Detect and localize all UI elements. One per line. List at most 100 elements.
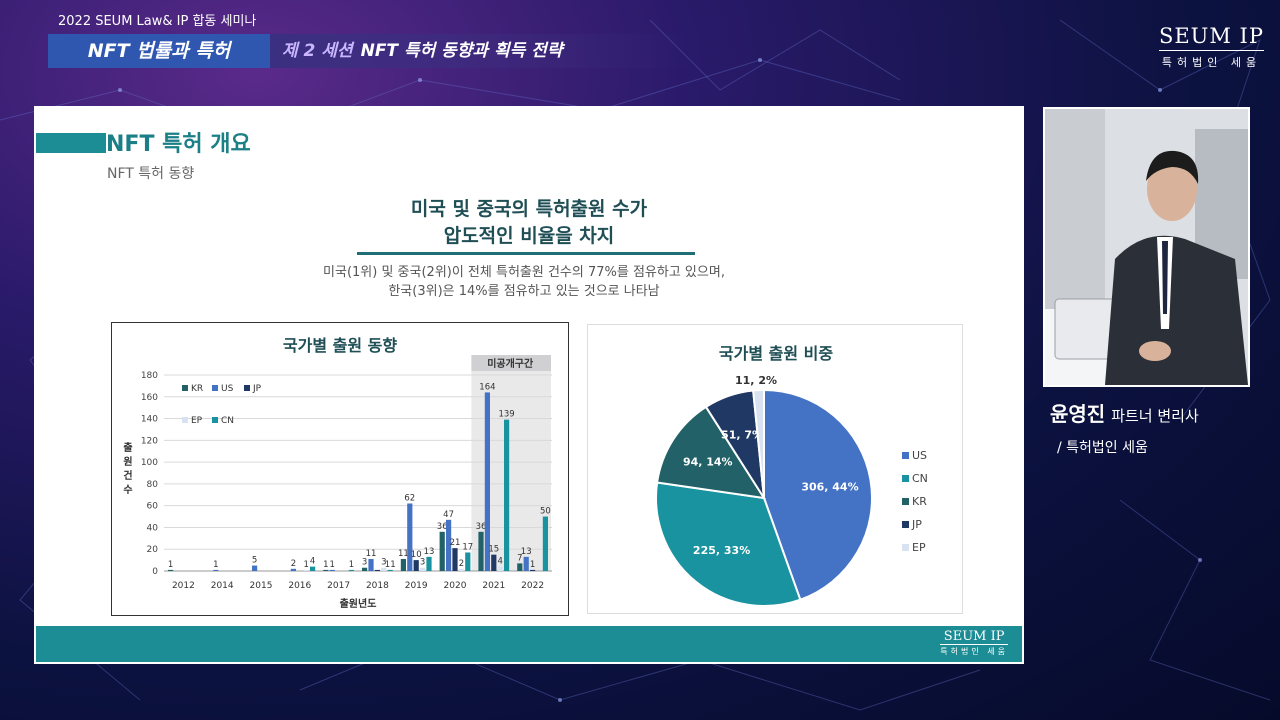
speaker-firm: / 특허법인 세움 xyxy=(1057,440,1148,456)
legend-swatch-kr xyxy=(182,385,188,391)
y-tick-label: 160 xyxy=(141,393,158,403)
bar-data-label: 13 xyxy=(521,547,532,557)
pie-data-label-cn: 225, 33% xyxy=(693,544,750,557)
bar-data-label: 11 xyxy=(366,549,377,559)
bar-data-label: 11 xyxy=(385,560,396,570)
bar-data-label: 13 xyxy=(424,547,435,557)
x-tick-label: 2017 xyxy=(327,581,350,591)
bar-cn xyxy=(504,419,510,571)
y-tick-label: 120 xyxy=(141,436,158,446)
bar-data-label: 21 xyxy=(450,538,461,548)
y-tick-label: 0 xyxy=(152,567,158,577)
bar-data-label: 1 xyxy=(530,560,535,570)
speaker-name-tag: 윤영진 파트너 변리사 xyxy=(1050,398,1199,427)
bar-cn xyxy=(542,516,548,571)
bar-cn xyxy=(310,566,316,571)
bar-us xyxy=(484,392,490,571)
bar-data-label: 1 xyxy=(329,560,334,570)
bar-data-label: 1 xyxy=(323,560,328,570)
bar-data-label: 47 xyxy=(443,510,454,520)
bar-kr xyxy=(400,559,406,571)
bar-data-label: 3 xyxy=(420,558,425,568)
bar-data-label: 139 xyxy=(498,410,514,420)
bar-us xyxy=(523,556,529,571)
x-tick-label: 2021 xyxy=(482,581,505,591)
bar-jp xyxy=(452,548,458,571)
pie-data-label-kr: 94, 14% xyxy=(683,456,733,469)
bar-us xyxy=(368,559,374,571)
legend-label-cn: CN xyxy=(912,472,928,485)
bar-data-label: 11 xyxy=(398,549,409,559)
bar-jp xyxy=(491,554,497,571)
x-tick-label: 2015 xyxy=(250,581,273,591)
legend-label-jp: JP xyxy=(252,384,262,394)
bar-data-label: 1 xyxy=(303,560,308,570)
legend-swatch-ep xyxy=(182,417,188,423)
bar-kr xyxy=(439,531,445,571)
speaker-video xyxy=(1043,107,1250,387)
legend-swatch-us xyxy=(902,452,909,459)
bar-data-label: 164 xyxy=(479,382,495,392)
speaker-role: 파트너 변리사 xyxy=(1111,407,1199,425)
x-tick-label: 2019 xyxy=(405,581,428,591)
legend-swatch-ep xyxy=(902,544,909,551)
seminar-title: NFT 법률과 특허 xyxy=(48,34,270,68)
bar-data-label: 36 xyxy=(476,522,487,532)
pie-data-label-ep: 11, 2% xyxy=(735,374,777,387)
x-tick-label: 2016 xyxy=(288,581,311,591)
bar-us xyxy=(446,519,452,571)
legend-label-kr: KR xyxy=(191,384,203,394)
pie-slice-us xyxy=(763,388,873,601)
session-number: 제 2 세션 xyxy=(282,41,353,61)
pie-chart-panel: 국가별 출원 비중 306, 44% 225, 33% 94, 14% 51, 7% 11… xyxy=(587,324,963,614)
bar-us xyxy=(290,568,296,571)
bar-data-label: 2 xyxy=(291,559,296,569)
bar-jp xyxy=(530,569,536,571)
presentation-slide: NFT 특허 개요 NFT 특허 동향 미국 및 중국의 특허출원 수가 압도적… xyxy=(34,106,1024,664)
headline-line-2: 압도적인 비율을 차지 xyxy=(443,225,615,247)
bar-kr xyxy=(362,567,368,571)
brand-subtitle: 특허법인 세움 xyxy=(1161,56,1262,69)
pie-slice-cn xyxy=(655,481,802,607)
bar-ep xyxy=(420,567,426,571)
pie-data-label-jp: 51, 7% xyxy=(721,429,763,442)
bar-ep xyxy=(497,566,503,571)
event-title: 2022 SEUM Law& IP 합동 세미나 xyxy=(58,14,257,29)
unpublished-zone xyxy=(471,355,551,571)
bar-cn xyxy=(426,556,432,571)
speaker-photo xyxy=(1045,109,1248,385)
bar-us xyxy=(252,565,258,571)
bar-data-label: 36 xyxy=(437,522,448,532)
headline-underline xyxy=(357,252,695,255)
bar-us xyxy=(329,569,335,571)
bar-kr xyxy=(517,563,523,571)
legend-swatch-cn xyxy=(212,417,218,423)
session-banner: 제 2 세션 NFT 특허 동향과 획득 전략 xyxy=(270,34,692,68)
legend-swatch-us xyxy=(212,385,218,391)
y-tick-label: 180 xyxy=(141,371,158,381)
x-axis-label: 출원년도 xyxy=(340,597,377,610)
legend-swatch-jp xyxy=(902,521,909,528)
bar-kr xyxy=(323,569,329,571)
bar-data-label: 7 xyxy=(517,553,522,563)
bar-us xyxy=(407,503,413,571)
legend-label-cn: CN xyxy=(221,416,234,426)
bar-data-label: 1 xyxy=(168,560,173,570)
footer-brand: SEUM IP xyxy=(940,629,1008,645)
brand-logo: SEUM IP 특허법인 세움 xyxy=(1158,24,1264,70)
bar-kr xyxy=(478,531,484,571)
description-line-2: 한국(3위)은 14%를 점유하고 있는 것으로 나타남 xyxy=(388,284,660,299)
bar-cn xyxy=(465,552,471,571)
bar-data-label: 3 xyxy=(362,558,367,568)
bar-data-label: 10 xyxy=(411,550,422,560)
unpublished-label: 미공개구간 xyxy=(487,357,534,370)
bar-chart-panel: 국가별 출원 동향 미공개구간 0 20 40 60 80 100 120 140 160 180 출 원… xyxy=(111,322,569,616)
pie-slice-kr xyxy=(655,405,767,500)
slide-subtitle: NFT 특허 동향 xyxy=(107,166,195,182)
bar-ep xyxy=(381,567,387,571)
pie-chart: 국가별 출원 비중 306, 44% 225, 33% 94, 14% 51, 7% 11… xyxy=(655,344,928,607)
title-accent-bar xyxy=(36,133,106,153)
bar-data-label: 2 xyxy=(459,559,464,569)
brand-name: SEUM IP xyxy=(1158,24,1264,51)
